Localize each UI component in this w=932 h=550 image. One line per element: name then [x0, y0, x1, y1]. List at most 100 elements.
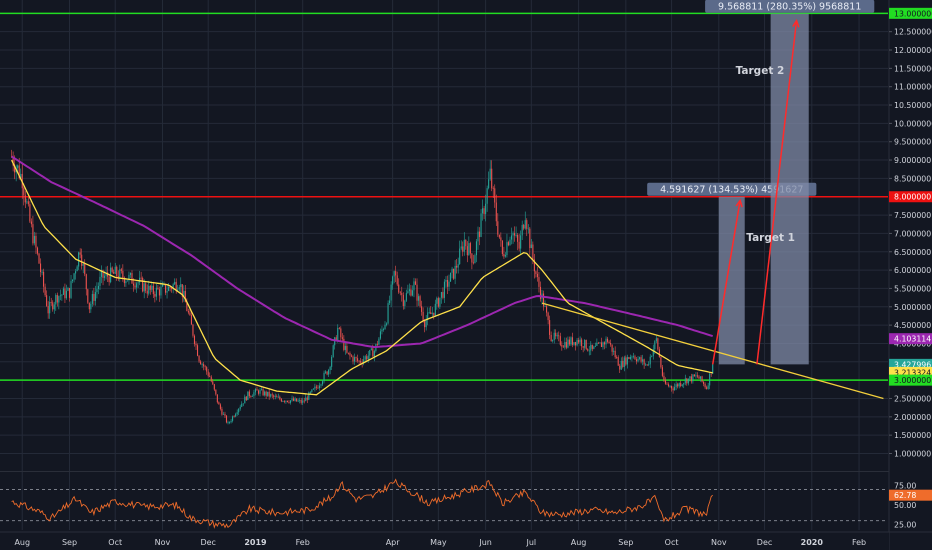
candle-body: [526, 220, 528, 229]
price-tick-label: 10.500000: [894, 101, 932, 110]
candle: [177, 284, 179, 292]
candle-body: [590, 344, 592, 351]
projection-label-text: 4.591627 (134.53%) 4591627: [660, 185, 803, 196]
candle-body: [584, 339, 586, 348]
candle: [204, 364, 206, 371]
candle-body: [602, 342, 604, 348]
candle: [340, 326, 342, 342]
candle: [480, 209, 482, 238]
candle: [238, 408, 240, 416]
candle: [396, 271, 398, 287]
candle: [329, 365, 331, 375]
candle: [594, 342, 596, 348]
candle-body: [709, 373, 711, 386]
candle: [593, 345, 595, 350]
candle: [357, 354, 359, 363]
candle-body: [654, 341, 656, 350]
candle: [49, 296, 51, 319]
candle: [411, 285, 413, 297]
candle: [652, 344, 654, 360]
candle: [417, 293, 420, 306]
candle: [154, 291, 156, 303]
candle: [399, 290, 401, 296]
candle-body: [116, 266, 118, 276]
candle-body: [396, 275, 398, 285]
price-tick-label: 5.000000: [894, 303, 931, 312]
candle-body: [634, 356, 636, 360]
candle: [253, 389, 255, 399]
candle: [157, 285, 159, 290]
candle: [590, 341, 592, 356]
candle: [302, 397, 304, 406]
candle-body: [610, 343, 612, 345]
candle-body: [480, 213, 482, 237]
candle: [196, 343, 199, 357]
candle-body: [349, 352, 351, 356]
candle: [189, 308, 191, 316]
candle: [88, 302, 90, 314]
candle: [453, 268, 455, 281]
candle: [623, 355, 625, 372]
price-label-bg: [889, 374, 932, 386]
candle: [198, 355, 200, 363]
candle: [457, 257, 459, 274]
candle: [704, 382, 706, 390]
candle: [683, 382, 685, 389]
rsi-tick-label: 50.00: [894, 501, 916, 510]
candle-body: [581, 339, 583, 347]
candle-body: [600, 342, 602, 348]
candle-body: [232, 416, 234, 421]
candle: [472, 254, 474, 265]
candle-body: [417, 296, 420, 301]
candle: [661, 364, 663, 378]
time-tick-label: Sep: [62, 538, 77, 547]
candle: [596, 338, 598, 346]
candle-body: [553, 332, 555, 341]
candle-body: [626, 357, 628, 365]
candle-body: [145, 283, 147, 291]
candle: [570, 336, 572, 346]
candle-body: [411, 290, 413, 296]
candle: [640, 355, 642, 364]
candle: [421, 300, 423, 316]
candle-body: [97, 285, 100, 290]
candle-body: [33, 235, 35, 244]
candle-body: [620, 360, 622, 370]
candle-body: [664, 380, 667, 384]
candle: [692, 373, 694, 384]
candle: [605, 336, 607, 349]
time-axis[interactable]: Aug Sep Oct Nov Dec 2019 Feb Apr May Jun Jul Aug Sep…: [0, 531, 932, 550]
candle-body: [593, 346, 595, 349]
candle: [256, 386, 258, 391]
candle-body: [687, 378, 689, 384]
candle: [550, 331, 552, 342]
candle-body: [296, 398, 298, 402]
candle-body: [591, 344, 593, 349]
candle-body: [370, 348, 372, 350]
candle: [271, 392, 273, 398]
candle: [219, 403, 221, 411]
candle-body: [172, 284, 174, 290]
candle: [660, 356, 662, 369]
candle-body: [328, 369, 330, 375]
price-tick-label: 11.000000: [894, 83, 932, 92]
candle: [536, 266, 538, 282]
candle: [274, 393, 276, 400]
candle-body: [477, 231, 479, 242]
candle-body: [384, 324, 386, 330]
candle-body: [88, 302, 90, 310]
candle-body: [299, 399, 301, 401]
candle: [200, 359, 202, 365]
candle-body: [501, 240, 503, 254]
price-axis[interactable]: 1.000000 1.500000 2.000000 2.500000 3.000000…: [888, 0, 932, 550]
candle: [373, 349, 375, 362]
candle-body: [132, 283, 135, 286]
candle-body: [222, 413, 224, 415]
candle: [658, 346, 660, 358]
candle: [242, 403, 244, 407]
candle-body: [70, 281, 72, 298]
price-tick-label: 8.500000: [894, 174, 931, 183]
candle: [358, 360, 360, 365]
candle: [655, 335, 657, 344]
